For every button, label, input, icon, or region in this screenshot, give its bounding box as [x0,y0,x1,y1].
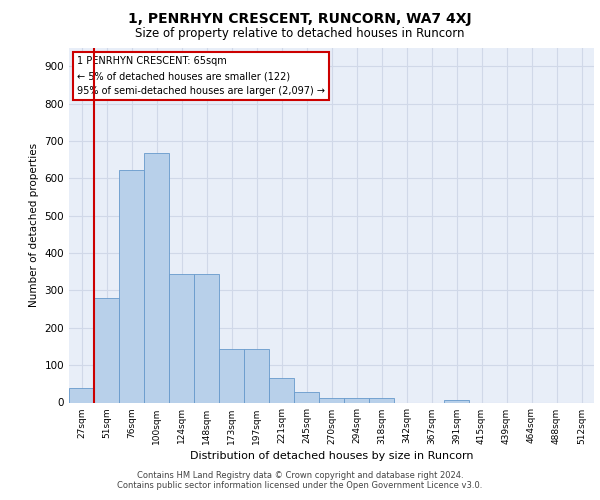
Y-axis label: Number of detached properties: Number of detached properties [29,143,39,307]
Bar [319,398,344,402]
Bar [244,349,269,403]
Text: 1, PENRHYN CRESCENT, RUNCORN, WA7 4XJ: 1, PENRHYN CRESCENT, RUNCORN, WA7 4XJ [128,12,472,26]
Bar [94,298,119,403]
Bar [369,398,394,402]
X-axis label: Distribution of detached houses by size in Runcorn: Distribution of detached houses by size … [190,450,473,460]
Bar [294,392,319,402]
Bar [444,400,469,402]
Bar [144,154,169,402]
Bar [69,388,94,402]
Bar [219,349,244,403]
Bar [344,398,369,402]
Text: Size of property relative to detached houses in Runcorn: Size of property relative to detached ho… [135,28,465,40]
Text: Contains HM Land Registry data © Crown copyright and database right 2024.
Contai: Contains HM Land Registry data © Crown c… [118,470,482,490]
Text: 1 PENRHYN CRESCENT: 65sqm
← 5% of detached houses are smaller (122)
95% of semi-: 1 PENRHYN CRESCENT: 65sqm ← 5% of detach… [77,56,325,96]
Bar [194,274,219,402]
Bar [119,170,144,402]
Bar [269,378,294,402]
Bar [169,274,194,402]
